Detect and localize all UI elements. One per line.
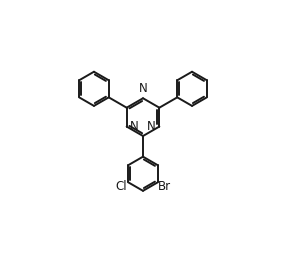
Text: N: N <box>130 120 139 133</box>
Text: N: N <box>139 82 147 95</box>
Text: Br: Br <box>158 180 171 193</box>
Text: N: N <box>147 120 156 133</box>
Text: Cl: Cl <box>116 180 128 193</box>
